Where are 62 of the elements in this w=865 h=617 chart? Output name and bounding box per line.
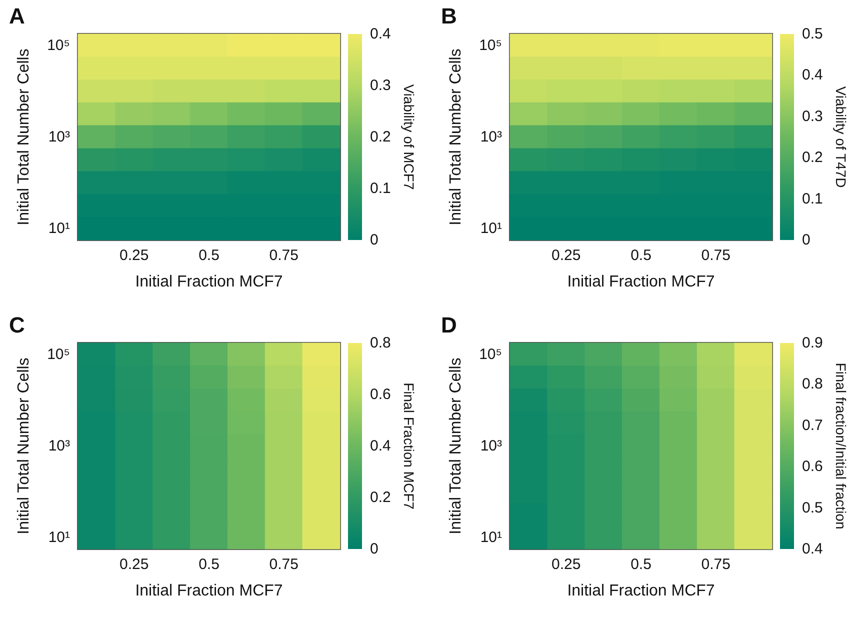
color-bar-title: Final fraction/Initial fraction [833,362,849,529]
chart-title: A [9,4,25,28]
color-bar-label: 0.7 [802,416,823,434]
color-bar-label: 0.9 [802,334,823,351]
chart-title: D [441,312,457,337]
x-axis-title: Initial Fraction MCF7 [567,274,715,290]
x-axis-title: Initial Fraction MCF7 [135,582,283,599]
color-bar-label: 0.4 [802,540,823,557]
color-bar-label: 0.5 [802,498,823,516]
x-tick-label: 0.25 [120,247,149,264]
x-tick-label: 0.5 [630,247,652,264]
x-axis-title: Initial Fraction MCF7 [135,274,283,290]
color-bar-title: Viability of MCF7 [401,84,417,190]
x-tick-label: 0.25 [552,247,581,264]
color-bar-label: 0.4 [802,66,823,84]
y-axis-title: Initial Total Number Cells [16,357,32,534]
y-tick-label: 10³ [48,128,70,146]
color-bar-label: 0.3 [370,77,391,94]
y-axis-title: Initial Total Number Cells [16,48,32,226]
x-tick-label: 0.75 [701,556,730,572]
y-tick-label: 10¹ [480,528,502,546]
x-tick-label: 0.75 [701,247,730,264]
color-bar-title: Final Fraction MCF7 [401,382,417,510]
color-bar-label: 0.2 [802,149,823,166]
y-axis-title: Initial Total Number Cells [448,357,464,534]
x-tick-label: 0.75 [269,247,298,264]
y-tick-label: 10³ [48,437,70,454]
color-bar-label: 0.4 [370,437,391,454]
color-bar-label: 0.4 [370,26,391,42]
color-bar-label: 0 [370,540,378,557]
y-tick-label: 10⁵ [479,36,502,54]
y-tick-label: 10³ [480,128,502,146]
x-tick-label: 0.75 [269,556,298,572]
y-tick-label: 10⁵ [47,345,70,362]
y-tick-label: 10¹ [48,528,70,546]
color-bar-label: 0.2 [370,488,391,506]
color-bar-title: Viability of T47D [833,86,849,188]
x-tick-label: 0.5 [630,556,652,572]
color-bar-label: 0.3 [802,108,823,125]
y-tick-label: 10⁵ [47,36,70,54]
color-bar-label: 0.6 [370,386,391,402]
color-bar-label: 0.1 [802,190,823,208]
y-tick-label: 10¹ [480,220,502,238]
color-bar-label: 0.8 [370,334,391,351]
y-tick-label: 10³ [480,437,502,454]
x-axis-title: Initial Fraction MCF7 [567,582,715,599]
x-tick-label: 0.25 [120,556,149,572]
color-bar-label: 0 [802,232,810,248]
color-bar-label: 0.1 [370,180,391,197]
x-tick-label: 0.5 [198,556,220,572]
color-bar-label: 0 [370,232,378,248]
chart-title: C [9,312,25,337]
y-tick-label: 10⁵ [479,345,502,362]
y-tick-label: 10¹ [48,220,70,238]
color-bar-label: 0.6 [802,458,823,475]
chart-title: B [441,4,457,28]
x-tick-label: 0.25 [552,556,581,572]
color-bar-label: 0.2 [370,128,391,146]
y-axis-title: Initial Total Number Cells [448,48,464,226]
color-bar-label: 0.8 [802,375,823,392]
x-tick-label: 0.5 [198,247,220,264]
color-bar-label: 0.5 [802,26,823,42]
